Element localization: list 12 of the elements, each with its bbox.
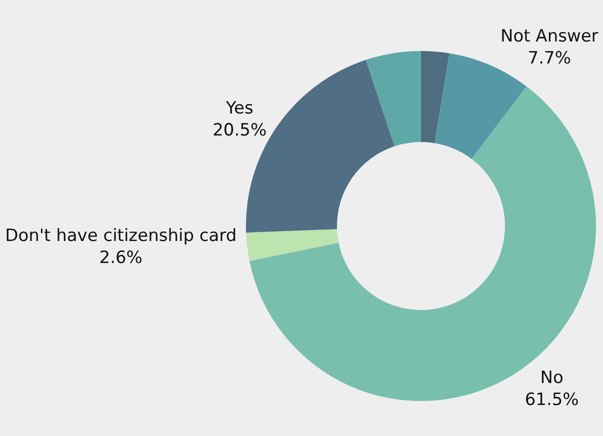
slice-label: Yes: [224, 98, 254, 118]
donut-slice: [434, 53, 526, 159]
data-label: 7.7%: [528, 48, 572, 68]
donut-slice: [420, 50, 450, 144]
data-label: 20.5%: [212, 120, 267, 140]
data-label: 61.5%: [524, 390, 579, 410]
slice-label: Not Answer: [500, 26, 598, 46]
slice-label: Don't have citizenship card: [5, 226, 237, 246]
data-label: 2.6%: [99, 248, 142, 268]
slice-label: No: [540, 368, 564, 388]
donut-slice: [366, 50, 421, 146]
donut-slice: [246, 229, 339, 261]
